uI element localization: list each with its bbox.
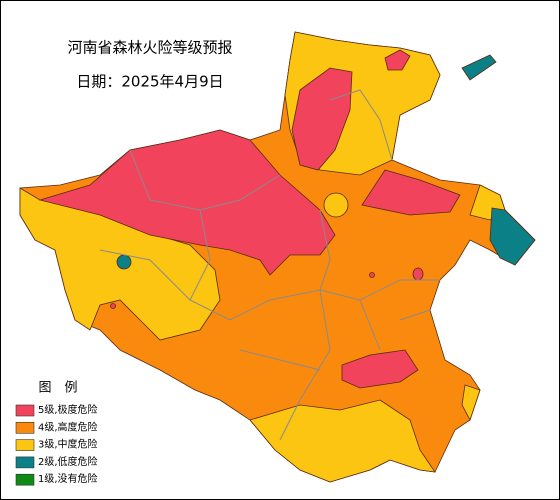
legend-swatch [15,456,35,469]
map-title: 河南省森林火险等级预报 [67,39,232,57]
county-boundary [99,89,440,441]
level-3-area [323,192,349,218]
legend-swatch [15,421,35,434]
map [19,31,536,483]
level-5-area [384,49,411,71]
level-5-area [110,303,116,309]
level-2-area [461,54,497,81]
map-date: 日期：2025年4月9日 [76,73,223,91]
legend-label: 4级,高度危险 [38,420,98,433]
level-3-area [249,399,436,483]
level-2-area [489,207,536,266]
level-5-area [361,169,461,216]
legend-title: 图 例 [38,381,77,396]
level-5-area [341,349,419,389]
legend-label: 2级,低度危险 [38,455,98,468]
level-5-area [369,272,375,278]
legend-label: 5级,极度危险 [38,403,98,416]
legend-swatch [15,473,35,486]
level-3-area [461,384,481,422]
level-5-area [291,67,353,171]
level-5-area [412,267,424,281]
legend-label: 3级,中度危险 [38,438,98,451]
legend: 图 例 5级,极度危险 4级,高度危险 3级,中度危险 2级,低度危险 1级,没有危险 [15,381,98,486]
legend-label: 1级,没有危险 [38,472,98,485]
legend-swatch [15,404,35,417]
legend-swatch [15,439,35,451]
level-2-area [116,254,132,270]
